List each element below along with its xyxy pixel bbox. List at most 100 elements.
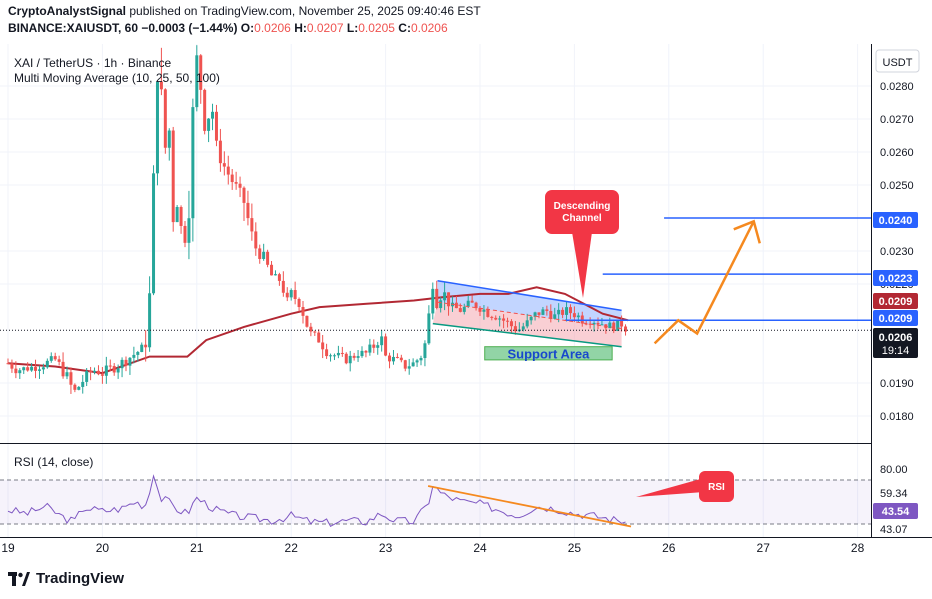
chart-title: XAI / TetherUS · 1h · Binance [14,56,172,70]
candle-body [26,367,30,371]
candle-body [482,309,486,312]
level-badge-2 [873,270,918,286]
candle-body [34,366,38,371]
indicator-legend[interactable]: Multi Moving Average (10, 25, 50, 100) [14,71,220,85]
candle-body [77,386,81,390]
candle-body [352,355,356,358]
candle-body [132,354,136,358]
candle-body [376,345,380,348]
publisher-name[interactable]: CryptoAnalystSignal [8,4,127,18]
forecast-arrowhead [733,219,761,244]
rsi-trendline[interactable] [427,485,632,528]
symbol-name: BINANCE:XAIUSDT, 60 [8,21,139,35]
candle-body [549,310,553,319]
candle-body [116,368,120,373]
support-area-zone[interactable] [484,346,613,361]
candle-body [435,288,439,309]
candle-body [136,351,140,355]
candle-body [506,320,510,322]
candle-body [419,358,423,361]
candle-body [242,187,246,203]
candle-body [329,355,333,357]
candle-body [183,225,187,243]
time-tick-label: 27 [757,541,771,555]
level-badge-1-label: 0.0240 [879,215,913,227]
candle-body [553,314,557,319]
candle-body [167,130,171,148]
candle-body [454,302,458,309]
candle-body [529,316,533,321]
candle-body [293,290,297,299]
candle-body [211,111,215,119]
rsi-callout-label: RSI [708,482,725,493]
tradingview-logo-icon [8,571,30,586]
channel-lower-line[interactable] [432,322,622,348]
candle-body [281,280,285,293]
candle-body [250,218,254,232]
candle-body [270,264,274,276]
candle-body [30,366,34,371]
candle-body [423,343,427,359]
tradingview-logo[interactable]: TradingView [8,570,124,587]
open-label: O: [240,21,255,35]
tradingview-logo-text: TradingView [36,570,125,587]
candle-body [238,183,242,188]
candle-body [490,316,494,318]
candle-body [305,315,309,327]
channel-midline [437,301,622,330]
candle-body [234,182,238,184]
candle-body [332,355,336,357]
rsi-line[interactable] [7,474,626,528]
candle-body [100,374,104,376]
candle-body [124,359,128,366]
candle-body [218,140,222,164]
candle-body [474,302,478,309]
candle-body [498,318,502,320]
candle-body [395,356,399,358]
candle-body [289,290,293,298]
candle-body [171,130,175,223]
candle-body [155,81,159,174]
moving-average-line[interactable] [7,286,629,375]
candle-body [572,313,576,318]
rsi-callout: RSI [636,471,734,502]
candle-body [6,363,10,365]
candle-body [22,367,26,371]
open-value: 0.0206 [254,21,291,35]
candle-body [277,274,281,281]
candle-body [478,308,482,312]
forecast-path[interactable] [653,220,755,345]
candle-body [561,309,565,315]
candle-body [266,251,270,265]
candle-body [431,288,435,314]
candle-body [199,55,203,90]
candle-body [624,326,628,332]
candle-body [580,315,584,324]
candle-body [592,322,596,325]
candle-body [509,321,513,327]
candle-body [600,324,604,326]
rsi-legend[interactable]: RSI (14, close) [14,455,93,469]
candle-body [195,55,199,108]
candle-body [65,372,69,377]
candle-body [537,312,541,315]
candle-body [616,320,620,331]
channel-upper-line[interactable] [437,279,622,312]
candle-body [159,81,163,90]
candle-body [254,231,258,249]
candle-body [391,356,395,362]
candle-body [364,350,368,353]
last-price-label: 0.0206 [879,332,913,344]
callout-text-line2: Channel [562,213,602,224]
candle-body [73,384,77,390]
close-value: 0.0206 [410,21,448,35]
candle-body [85,371,89,382]
currency-button[interactable] [875,49,920,73]
price-tick-label: 0.0260 [880,147,914,159]
candle-body [214,111,218,141]
candle-body [179,207,183,226]
candle-body [246,202,250,219]
support-area-label: Support Area [508,346,591,361]
candle-body [486,309,490,317]
